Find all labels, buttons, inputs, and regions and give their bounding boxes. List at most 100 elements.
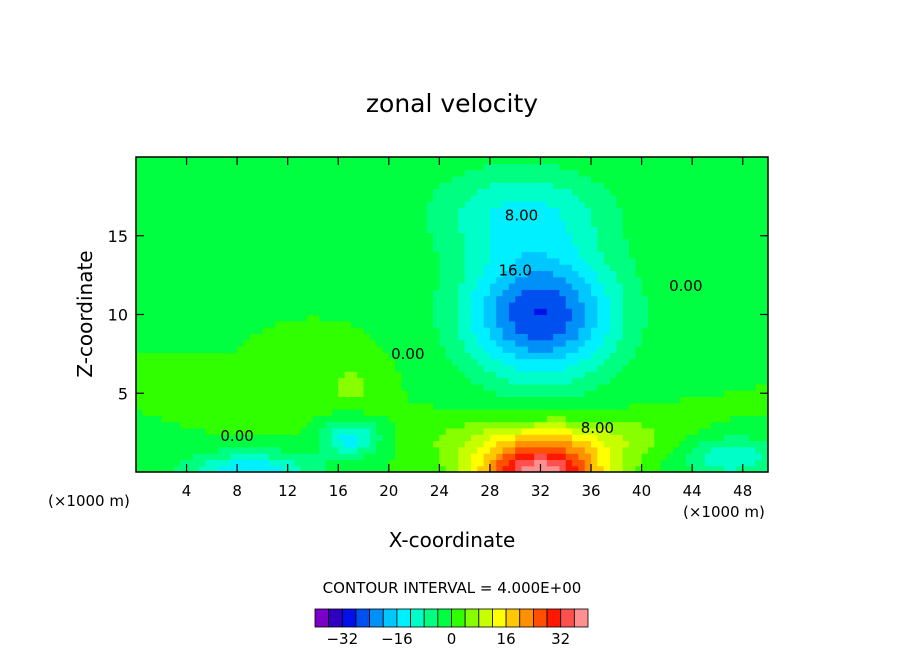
contour-cell <box>559 327 567 334</box>
contour-cell <box>211 327 219 334</box>
contour-cell <box>142 434 150 442</box>
contour-cell <box>376 175 384 183</box>
contour-cell <box>325 358 333 366</box>
contour-cell <box>230 453 238 460</box>
contour-cell <box>546 194 554 202</box>
contour-cell <box>287 232 295 240</box>
contour-cell <box>142 446 150 454</box>
contour-cell <box>698 352 706 360</box>
contour-cell <box>508 270 516 278</box>
contour-cell <box>622 264 630 271</box>
contour-cell <box>515 194 523 202</box>
contour-cell <box>268 396 276 404</box>
contour-cell <box>603 396 611 404</box>
contour-cell <box>692 402 700 410</box>
contour-cell <box>508 434 516 442</box>
contour-cell <box>565 346 573 353</box>
contour-cell <box>584 421 592 429</box>
contour-cell <box>584 320 592 328</box>
contour-cell <box>742 415 750 423</box>
contour-cell <box>249 201 257 208</box>
contour-cell <box>237 157 245 164</box>
contour-cell <box>692 257 700 265</box>
contour-cell <box>306 459 314 467</box>
contour-cell <box>673 415 681 423</box>
contour-cell <box>660 182 668 190</box>
contour-cell <box>685 446 693 454</box>
contour-cell <box>546 383 554 391</box>
contour-cell <box>388 402 396 410</box>
contour-cell <box>300 194 308 202</box>
contour-cell <box>565 390 573 397</box>
contour-cell <box>426 390 434 397</box>
contour-cell <box>338 453 346 460</box>
contour-cell <box>192 157 200 164</box>
contour-cell <box>470 396 478 404</box>
contour-cell <box>256 371 263 379</box>
contour-cell <box>711 327 719 334</box>
contour-cell <box>262 358 270 366</box>
contour-cell <box>534 402 542 410</box>
contour-cell <box>584 314 592 322</box>
contour-cell <box>654 421 662 429</box>
contour-cell <box>470 289 478 297</box>
contour-cell <box>199 371 207 379</box>
contour-cell <box>369 308 377 316</box>
contour-cell <box>755 390 763 397</box>
contour-cell <box>502 163 510 171</box>
contour-cell <box>281 358 289 366</box>
contour-cell <box>180 434 188 442</box>
contour-cell <box>205 402 213 410</box>
contour-cell <box>262 157 270 164</box>
contour-cell <box>679 220 687 227</box>
contour-cell <box>395 446 403 454</box>
contour-cell <box>281 207 289 215</box>
contour-cell <box>717 383 725 391</box>
contour-cell <box>186 459 194 467</box>
contour-cell <box>711 257 719 265</box>
contour-cell <box>742 371 750 379</box>
contour-cell <box>597 270 605 278</box>
contour-cell <box>445 232 453 240</box>
contour-cell <box>205 377 213 385</box>
contour-cell <box>426 427 434 435</box>
contour-cell <box>654 346 662 353</box>
contour-cell <box>180 301 188 309</box>
contour-cell <box>578 283 586 290</box>
contour-cell <box>350 453 358 460</box>
contour-cell <box>534 226 542 234</box>
contour-cell <box>635 169 643 177</box>
contour-cell <box>173 409 181 416</box>
contour-cell <box>622 377 630 385</box>
contour-cell <box>180 358 188 366</box>
contour-cell <box>654 169 662 177</box>
contour-cell <box>161 264 169 271</box>
contour-cell <box>407 283 415 290</box>
contour-cell <box>515 320 523 328</box>
contour-cell <box>243 421 251 429</box>
contour-cell <box>426 182 434 190</box>
contour-cell <box>344 289 352 297</box>
contour-cell <box>489 226 497 234</box>
contour-cell <box>647 257 655 265</box>
contour-cell <box>167 383 175 391</box>
contour-cell <box>515 289 523 297</box>
contour-cell <box>224 238 232 246</box>
contour-cell <box>470 346 478 353</box>
contour-cell <box>515 465 523 472</box>
contour-cell <box>445 169 453 177</box>
contour-cell <box>508 207 516 215</box>
contour-cell <box>546 377 554 385</box>
contour-cell <box>357 327 365 334</box>
contour-cell <box>521 346 529 353</box>
contour-cell <box>616 213 624 221</box>
contour-cell <box>603 377 611 385</box>
contour-cell <box>306 453 314 460</box>
contour-cell <box>666 459 674 467</box>
contour-cell <box>414 434 421 442</box>
contour-cell <box>578 194 586 202</box>
contour-cell <box>180 213 188 221</box>
contour-cell <box>647 453 655 460</box>
contour-cell <box>199 251 207 259</box>
contour-cell <box>256 352 263 360</box>
